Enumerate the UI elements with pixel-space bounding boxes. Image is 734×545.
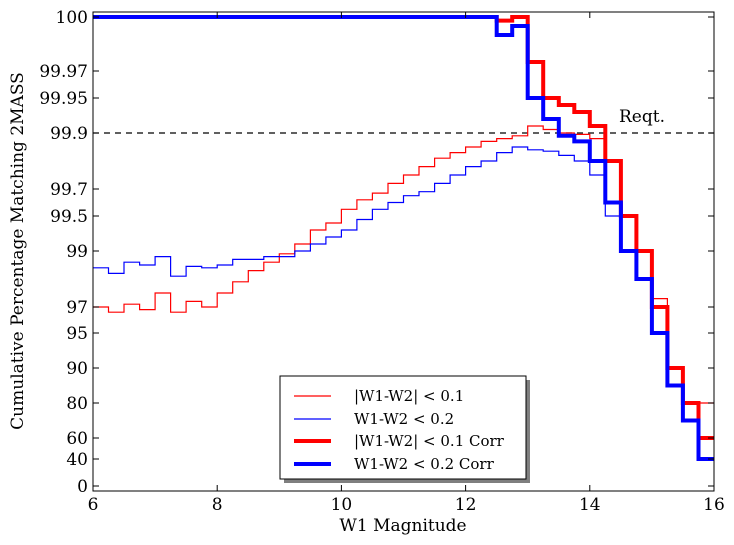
y-tick-label: 80: [66, 394, 88, 414]
y-tick-label: 100: [56, 8, 88, 28]
reference-label: Reqt.: [619, 107, 665, 127]
y-tick-label: 99.9: [50, 124, 88, 144]
x-tick-label: 12: [455, 495, 477, 515]
x-tick-label: 10: [331, 495, 353, 515]
y-tick-label: 0: [77, 477, 88, 497]
x-tick-label: 16: [703, 495, 725, 515]
x-tick-label: 8: [212, 495, 223, 515]
y-tick-label: 99.95: [39, 89, 88, 109]
y-tick-label: 99.97: [39, 62, 88, 82]
y-tick-label: 95: [66, 324, 88, 344]
x-axis-label: W1 Magnitude: [339, 516, 466, 536]
legend-label-1: W1-W2 < 0.2: [354, 410, 454, 428]
x-tick-label: 14: [579, 495, 601, 515]
legend-label-2: |W1-W2| < 0.1 Corr: [354, 432, 505, 450]
y-tick-label: 97: [66, 298, 88, 318]
y-tick-label: 60: [66, 429, 88, 449]
series-line-3: [93, 15, 714, 461]
legend-label-3: W1-W2 < 0.2 Corr: [354, 455, 495, 473]
y-tick-label: 99.7: [50, 180, 88, 200]
y-tick-label: 90: [66, 359, 88, 379]
x-tick-label: 6: [88, 495, 99, 515]
y-axis-label: Cumulative Percentage Matching 2MASS: [8, 72, 28, 430]
legend-label-0: |W1-W2| < 0.1: [354, 387, 464, 405]
y-tick-label: 40: [66, 450, 88, 470]
y-tick-label: 99.5: [50, 207, 88, 227]
y-tick-label: 99: [66, 242, 88, 262]
legend-box: [279, 375, 527, 480]
